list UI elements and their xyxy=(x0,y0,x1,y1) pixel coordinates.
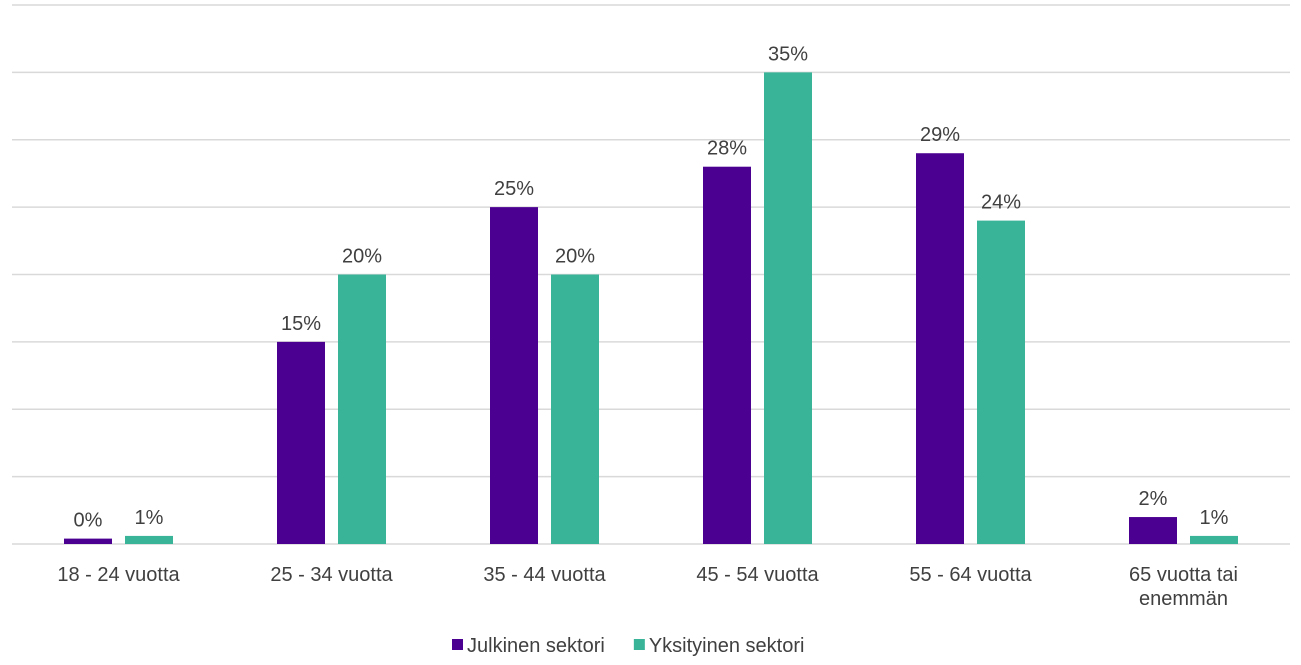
bar-julkinen-1 xyxy=(277,342,325,544)
x-tick-labels: 18 - 24 vuotta 25 - 34 vuotta 35 - 44 vuot… xyxy=(57,564,1238,610)
data-label-julkinen-3: 28% xyxy=(707,138,747,160)
bar-julkinen-2 xyxy=(490,207,538,544)
bar-julkinen-3 xyxy=(703,167,751,544)
gridlines xyxy=(12,5,1290,544)
bar-yksityinen-5 xyxy=(1190,536,1238,544)
data-label-yksityinen-0: 1% xyxy=(135,507,164,529)
x-tick-label-5: 65 vuotta tai enemmän xyxy=(1129,564,1238,610)
x-tick-label-3: 45 - 54 vuotta xyxy=(696,564,819,586)
bar-yksityinen-2 xyxy=(551,275,599,545)
data-labels: 0% 1% 15% 20% 25% 20% 28% 35% 29% 24% 2% 1% xyxy=(74,43,1229,531)
x-tick-label-1: 25 - 34 vuotta xyxy=(270,564,393,586)
bar-julkinen-4 xyxy=(916,153,964,544)
x-tick-label-2: 35 - 44 vuotta xyxy=(483,564,606,586)
x-tick-label-0: 18 - 24 vuotta xyxy=(57,564,180,586)
bars xyxy=(64,72,1238,544)
bar-yksityinen-3 xyxy=(764,72,812,544)
data-label-julkinen-2: 25% xyxy=(494,178,534,200)
data-label-yksityinen-3: 35% xyxy=(768,43,808,65)
data-label-yksityinen-4: 24% xyxy=(981,192,1021,214)
data-label-yksityinen-2: 20% xyxy=(555,246,595,268)
bar-yksityinen-4 xyxy=(977,221,1025,544)
data-label-julkinen-1: 15% xyxy=(281,313,321,335)
bar-julkinen-0 xyxy=(64,539,112,544)
x-tick-label-4: 55 - 64 vuotta xyxy=(909,564,1032,586)
data-label-julkinen-0: 0% xyxy=(74,510,103,532)
data-label-yksityinen-1: 20% xyxy=(342,246,382,268)
legend: Julkinen sektori Yksityinen sektori xyxy=(452,635,804,657)
data-label-julkinen-4: 29% xyxy=(920,124,960,146)
legend-label-0: Julkinen sektori xyxy=(467,635,605,657)
data-label-julkinen-5: 2% xyxy=(1139,488,1168,510)
legend-swatch-1 xyxy=(634,639,645,650)
bar-yksityinen-1 xyxy=(338,275,386,545)
legend-label-1: Yksityinen sektori xyxy=(649,635,805,657)
legend-item-julkinen: Julkinen sektori xyxy=(452,635,605,657)
bar-yksityinen-0 xyxy=(125,536,173,544)
legend-swatch-0 xyxy=(452,639,463,650)
legend-item-yksityinen: Yksityinen sektori xyxy=(634,635,805,657)
data-label-yksityinen-5: 1% xyxy=(1200,507,1229,529)
bar-julkinen-5 xyxy=(1129,517,1177,544)
